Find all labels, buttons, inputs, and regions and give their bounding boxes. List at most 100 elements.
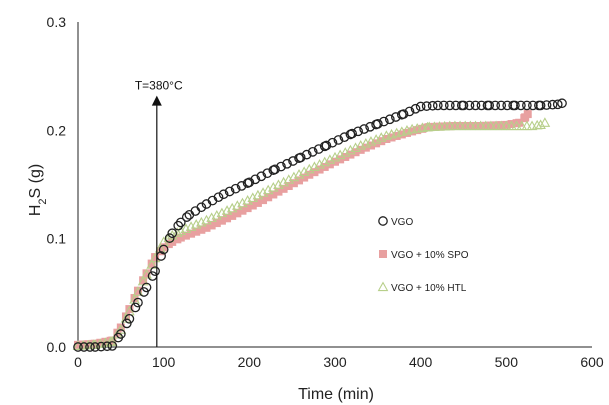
- data-point: [250, 174, 261, 185]
- data-point: [392, 131, 401, 140]
- data-point: [243, 204, 252, 213]
- data-point: [502, 120, 511, 129]
- data-point: [218, 189, 229, 200]
- data-point: [305, 170, 314, 179]
- data-point: [359, 124, 369, 134]
- data-point: [124, 313, 135, 324]
- data-point: [289, 179, 298, 188]
- data-point: [273, 179, 284, 190]
- annotation-label: T=380°C: [135, 79, 183, 93]
- series-0: [73, 98, 567, 352]
- x-axis-title: Time (min): [298, 386, 374, 403]
- data-point: [202, 223, 211, 232]
- data-point: [139, 276, 148, 285]
- data-point: [339, 132, 350, 143]
- data-point: [264, 193, 273, 202]
- data-point: [116, 323, 125, 332]
- data-point: [164, 233, 175, 243]
- x-tick-label: 600: [580, 354, 604, 370]
- data-point: [450, 122, 459, 130]
- data-point: [356, 145, 365, 154]
- data-point: [492, 121, 501, 130]
- data-point: [459, 120, 471, 131]
- data-point: [85, 342, 95, 352]
- data-point: [528, 100, 538, 111]
- data-point: [133, 297, 143, 308]
- data-point: [295, 176, 304, 185]
- data-point: [187, 229, 196, 238]
- data-point: [470, 120, 481, 131]
- data-point: [456, 122, 465, 130]
- legend-marker: [379, 250, 387, 258]
- data-point: [213, 192, 224, 203]
- data-point: [247, 192, 259, 203]
- data-point: [192, 227, 201, 236]
- data-point: [547, 99, 558, 110]
- data-point: [523, 110, 532, 119]
- data-point: [464, 100, 475, 111]
- data-point: [475, 120, 486, 131]
- data-point: [313, 144, 324, 154]
- y-axis-title: H2S (g): [27, 164, 49, 216]
- legend-label: VGO + 10% SPO: [391, 250, 469, 261]
- data-point: [346, 150, 355, 159]
- data-point: [298, 166, 310, 177]
- x-tick-label: 0: [74, 354, 82, 370]
- data-point: [435, 122, 444, 131]
- data-point: [262, 184, 274, 195]
- data-point: [115, 324, 127, 334]
- data-point: [427, 100, 438, 111]
- y-axis-title-sub: 2: [37, 198, 49, 204]
- annotation: T=380°C: [135, 79, 183, 347]
- data-point: [232, 200, 243, 210]
- data-point: [74, 340, 82, 349]
- series-2: [72, 117, 551, 350]
- data-point: [402, 128, 411, 137]
- data-point: [465, 120, 476, 131]
- data-point: [147, 259, 156, 268]
- data-point: [516, 120, 528, 131]
- data-point: [510, 100, 520, 111]
- x-tick-label: 100: [152, 354, 176, 370]
- data-point: [262, 168, 273, 179]
- data-point: [181, 212, 192, 222]
- data-point: [497, 121, 506, 130]
- annotation-arrow-head: [151, 95, 162, 106]
- data-point: [421, 101, 432, 111]
- data-point: [471, 122, 480, 130]
- data-point: [347, 128, 357, 139]
- data-point: [325, 160, 334, 169]
- data-point: [458, 100, 469, 111]
- data-point: [557, 98, 567, 109]
- data-point: [166, 229, 178, 240]
- axes: [77, 22, 592, 348]
- data-point: [259, 196, 268, 205]
- data-point: [223, 214, 232, 223]
- data-point: [490, 120, 502, 131]
- data-point: [300, 173, 309, 182]
- data-point: [284, 182, 293, 191]
- data-point: [102, 341, 112, 352]
- data-point: [257, 187, 269, 197]
- data-point: [321, 140, 332, 151]
- data-point: [244, 177, 255, 188]
- data-point: [283, 174, 295, 184]
- data-point: [256, 171, 267, 182]
- legend-marker: [378, 216, 388, 226]
- data-point: [320, 162, 329, 171]
- x-tick-label: 400: [409, 354, 433, 370]
- data-point: [430, 122, 439, 131]
- data-point: [228, 211, 237, 220]
- data-point: [315, 165, 324, 174]
- data-point: [476, 122, 485, 130]
- data-point: [516, 100, 526, 111]
- data-point: [480, 120, 492, 131]
- data-point: [217, 216, 226, 225]
- data-point: [413, 126, 422, 135]
- legend: VGO VGO + 10% SPO VGO + 10% HTL: [377, 216, 469, 294]
- data-point: [130, 294, 139, 303]
- data-point: [176, 233, 185, 242]
- data-point: [197, 225, 206, 234]
- data-point: [444, 100, 455, 111]
